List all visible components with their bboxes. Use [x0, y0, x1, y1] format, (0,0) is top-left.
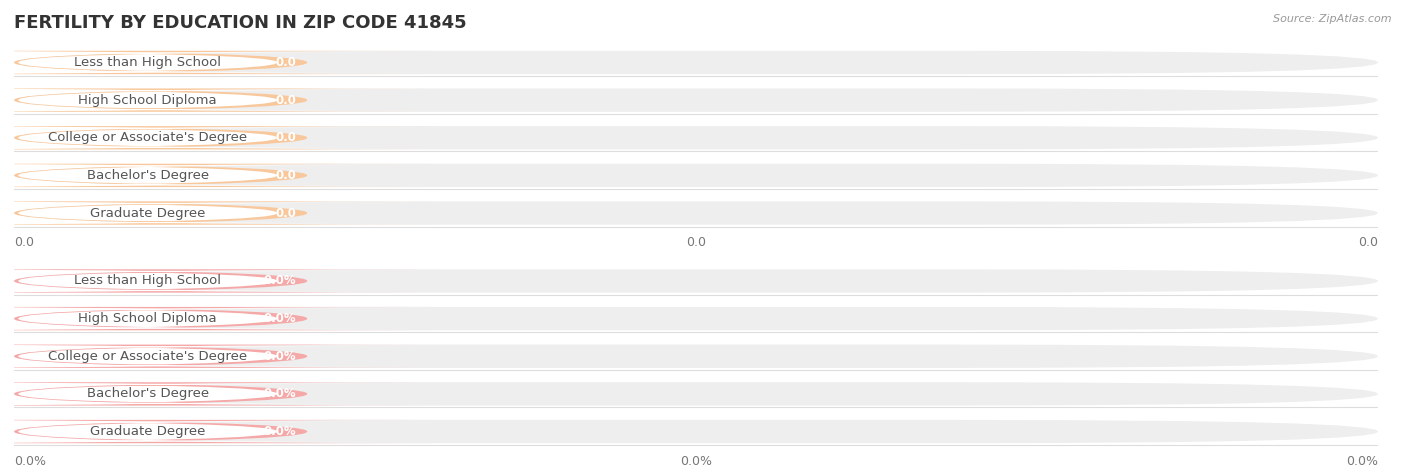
- FancyBboxPatch shape: [0, 308, 387, 329]
- Text: College or Associate's Degree: College or Associate's Degree: [48, 350, 247, 363]
- FancyBboxPatch shape: [0, 52, 387, 73]
- FancyBboxPatch shape: [0, 88, 437, 112]
- FancyBboxPatch shape: [14, 164, 1378, 187]
- Text: 0.0%: 0.0%: [264, 425, 297, 438]
- Text: 0.0%: 0.0%: [264, 350, 297, 363]
- FancyBboxPatch shape: [0, 344, 437, 368]
- Text: High School Diploma: High School Diploma: [79, 312, 217, 325]
- FancyBboxPatch shape: [14, 382, 1378, 406]
- Text: 0.0: 0.0: [686, 237, 706, 249]
- Text: 0.0%: 0.0%: [264, 312, 297, 325]
- Text: 0.0%: 0.0%: [1346, 455, 1378, 468]
- Text: 0.0: 0.0: [276, 131, 297, 144]
- Text: College or Associate's Degree: College or Associate's Degree: [48, 131, 247, 144]
- FancyBboxPatch shape: [0, 307, 437, 330]
- FancyBboxPatch shape: [14, 201, 1378, 225]
- Text: Bachelor's Degree: Bachelor's Degree: [87, 169, 208, 182]
- FancyBboxPatch shape: [14, 88, 1378, 112]
- FancyBboxPatch shape: [0, 420, 437, 443]
- Text: 0.0: 0.0: [276, 94, 297, 106]
- Text: Less than High School: Less than High School: [75, 56, 221, 69]
- Text: Graduate Degree: Graduate Degree: [90, 425, 205, 438]
- Text: 0.0: 0.0: [1358, 237, 1378, 249]
- FancyBboxPatch shape: [0, 51, 437, 74]
- FancyBboxPatch shape: [14, 51, 1378, 74]
- FancyBboxPatch shape: [14, 420, 1378, 443]
- Text: 0.0: 0.0: [276, 207, 297, 219]
- FancyBboxPatch shape: [0, 382, 437, 406]
- FancyBboxPatch shape: [0, 269, 437, 293]
- FancyBboxPatch shape: [0, 128, 387, 148]
- Text: 0.0%: 0.0%: [264, 388, 297, 400]
- Text: 0.0: 0.0: [276, 56, 297, 69]
- FancyBboxPatch shape: [0, 346, 387, 366]
- FancyBboxPatch shape: [0, 164, 437, 187]
- FancyBboxPatch shape: [14, 269, 1378, 293]
- Text: FERTILITY BY EDUCATION IN ZIP CODE 41845: FERTILITY BY EDUCATION IN ZIP CODE 41845: [14, 14, 467, 32]
- FancyBboxPatch shape: [0, 384, 387, 404]
- Text: 0.0: 0.0: [14, 237, 34, 249]
- FancyBboxPatch shape: [0, 271, 387, 291]
- Text: Graduate Degree: Graduate Degree: [90, 207, 205, 219]
- FancyBboxPatch shape: [14, 126, 1378, 150]
- Text: Less than High School: Less than High School: [75, 275, 221, 287]
- FancyBboxPatch shape: [14, 307, 1378, 330]
- Text: 0.0%: 0.0%: [14, 455, 46, 468]
- Text: 0.0%: 0.0%: [264, 275, 297, 287]
- Text: Source: ZipAtlas.com: Source: ZipAtlas.com: [1274, 14, 1392, 24]
- FancyBboxPatch shape: [0, 165, 387, 186]
- Text: 0.0%: 0.0%: [681, 455, 711, 468]
- FancyBboxPatch shape: [0, 421, 387, 442]
- FancyBboxPatch shape: [14, 344, 1378, 368]
- Text: Bachelor's Degree: Bachelor's Degree: [87, 388, 208, 400]
- FancyBboxPatch shape: [0, 90, 387, 110]
- FancyBboxPatch shape: [0, 126, 437, 150]
- FancyBboxPatch shape: [0, 201, 437, 225]
- FancyBboxPatch shape: [0, 203, 387, 223]
- Text: 0.0: 0.0: [276, 169, 297, 182]
- Text: High School Diploma: High School Diploma: [79, 94, 217, 106]
